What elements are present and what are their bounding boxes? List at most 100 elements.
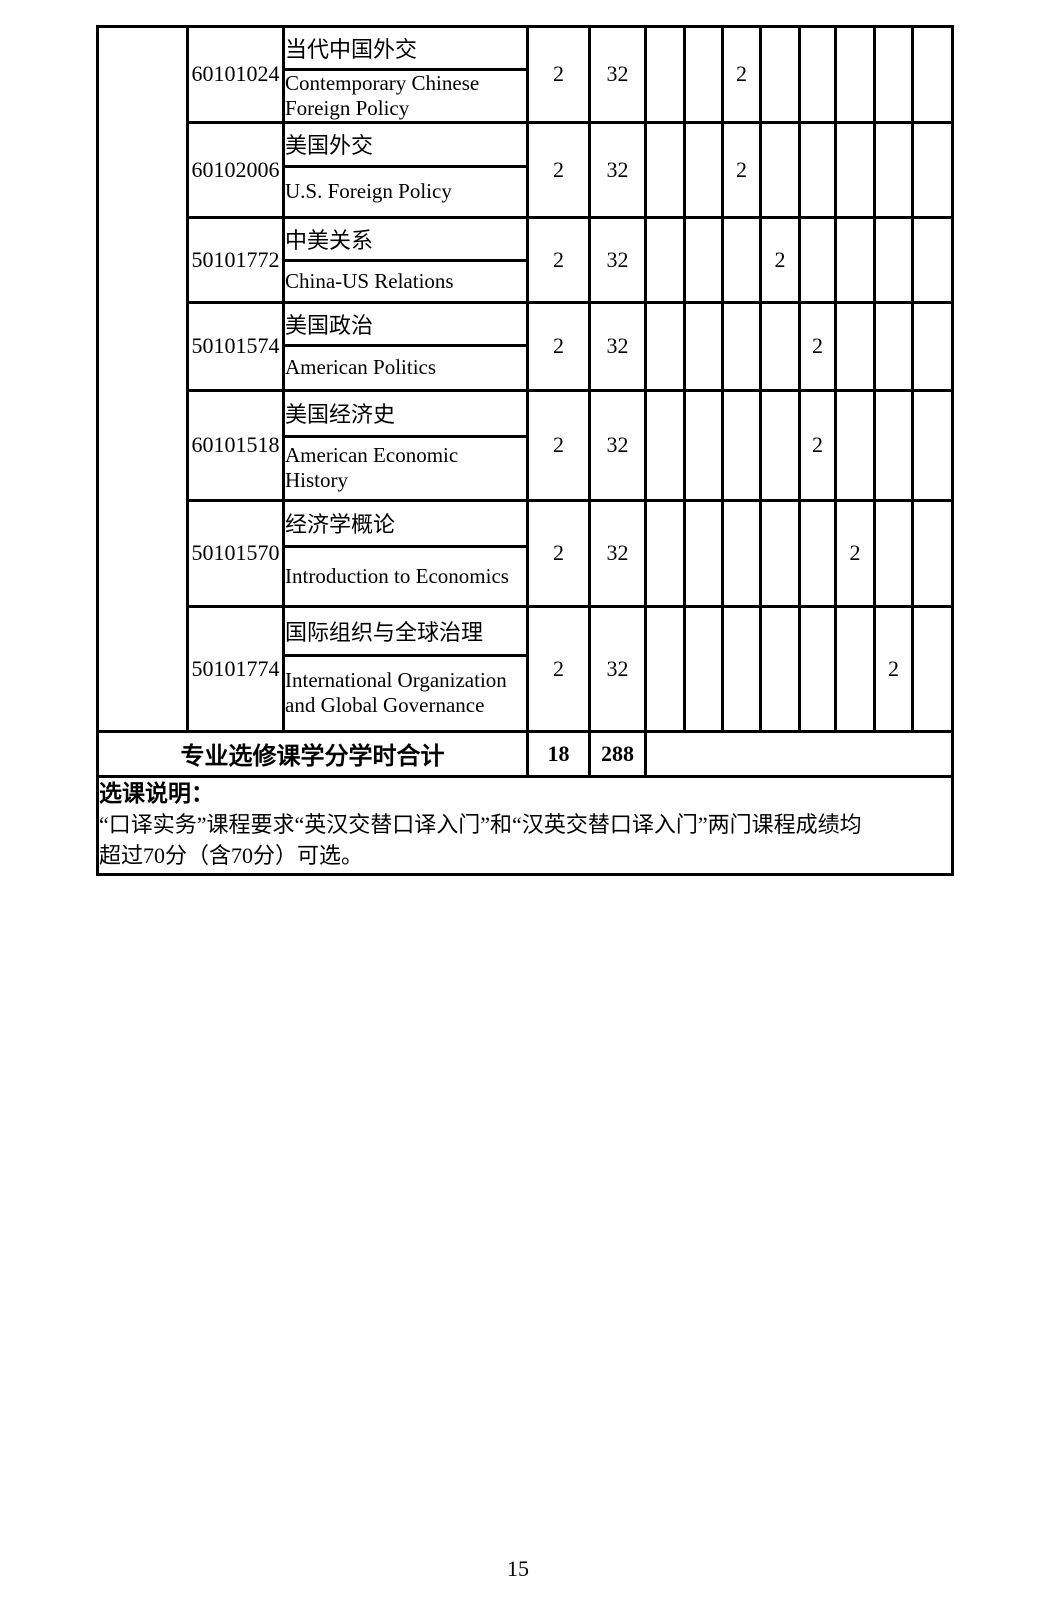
course-row: 60101024 当代中国外交 2 32 2 (96, 25, 954, 733)
semester-cell-7 (873, 25, 914, 124)
semester-cell-2 (683, 300, 724, 392)
course-code-cell: 50101570 (186, 498, 285, 608)
course-row: 50101570 经济学概论 2 32 2 (98, 498, 954, 608)
semester-cell-2 (683, 498, 724, 608)
course-credits: 2 (526, 25, 591, 124)
page-number: 15 (507, 1556, 529, 1581)
summary-credits: 18 (526, 729, 591, 778)
semester-cell-2 (683, 604, 724, 733)
course-hours: 32 (588, 120, 647, 219)
semester-cell-8 (911, 498, 954, 608)
course-code-cell: 60101024 (186, 25, 285, 124)
course-row-en: American Politics (98, 343, 953, 392)
course-name-en: China-US Relations (282, 258, 529, 304)
course-name-zh: 美国经济史 (282, 388, 529, 438)
semester-cell-4: 2 (759, 215, 801, 304)
course-hours: 32 (588, 215, 647, 304)
semester-cell-4 (759, 498, 801, 608)
course-code-cell: 60102006 (186, 120, 285, 219)
semester-cell-5 (798, 215, 837, 304)
course-hours: 32 (588, 300, 647, 392)
course-credits: 2 (526, 215, 591, 304)
course-name-zh: 美国政治 (282, 300, 529, 347)
course-code-cell: 50101772 (186, 215, 285, 304)
notes-heading: 选课说明： (99, 781, 215, 807)
semester-cell-8 (911, 604, 954, 733)
semester-cell-4 (759, 120, 801, 219)
course-credits: 2 (526, 388, 591, 502)
semester-cell-7 (873, 300, 914, 392)
course-row: 50101574 美国政治 2 32 2 (98, 300, 954, 392)
course-credits: 2 (526, 300, 591, 392)
course-row: 60102006 美国外交 2 32 2 (98, 120, 954, 219)
summary-spacer-cell (644, 729, 954, 778)
semester-cell-6 (834, 604, 876, 733)
summary-hours: 288 (588, 729, 647, 778)
semester-cell-1 (644, 215, 686, 304)
course-code-cell: 50101774 (186, 604, 285, 733)
semester-cell-3 (721, 215, 762, 304)
course-hours: 32 (588, 25, 647, 124)
course-credits: 2 (526, 120, 591, 219)
course-name-zh: 经济学概论 (282, 498, 529, 548)
course-row: 60101518 美国经济史 2 32 2 (98, 388, 954, 502)
course-name-en: U.S. Foreign Policy (282, 164, 529, 219)
course-row-en: U.S. Foreign Policy (98, 164, 953, 219)
semester-cell-4 (759, 388, 801, 502)
semester-cell-6: 2 (834, 498, 876, 608)
course-row: 50101772 中美关系 2 32 2 (98, 215, 954, 304)
semester-cell-5 (798, 25, 837, 124)
course-name-en: Introduction to Economics (282, 544, 529, 608)
semester-cell-5 (798, 604, 837, 733)
course-schedule-table: 60101024 当代中国外交 2 32 2 Contemporary Chin… (96, 25, 954, 876)
semester-cell-2 (683, 120, 724, 219)
semester-cell-8 (911, 25, 954, 124)
semester-cell-6 (834, 120, 876, 219)
semester-cell-3: 2 (721, 120, 762, 219)
course-name-zh: 美国外交 (282, 120, 529, 168)
semester-cell-3 (721, 300, 762, 392)
course-hours: 32 (588, 388, 647, 502)
course-code-cell: 50101574 (186, 300, 285, 392)
course-name-en: International Organization and Global Go… (282, 653, 529, 733)
semester-cell-8 (911, 215, 954, 304)
semester-cell-4 (759, 604, 801, 733)
course-code-cell: 60101518 (186, 388, 285, 502)
category-column-cell (96, 25, 189, 733)
semester-cell-6 (834, 215, 876, 304)
course-hours: 32 (588, 498, 647, 608)
semester-cell-7: 2 (873, 604, 914, 733)
notes-line-2: 超过70分（含70分）可选。 (99, 843, 364, 869)
summary-row: 专业选修课学分学时合计 18 288 (96, 729, 954, 778)
semester-cell-3 (721, 604, 762, 733)
semester-cell-4 (759, 300, 801, 392)
course-row-en: American Economic History (98, 434, 953, 502)
semester-cell-7 (873, 498, 914, 608)
semester-cell-5 (798, 120, 837, 219)
semester-cell-7 (873, 388, 914, 502)
semester-cell-6 (834, 25, 876, 124)
semester-cell-3 (721, 388, 762, 502)
semester-cell-1 (644, 604, 686, 733)
semester-cell-1 (644, 120, 686, 219)
semester-cell-1 (644, 25, 686, 124)
course-row-en: Contemporary Chinese Foreign Policy (98, 68, 953, 124)
semester-cell-7 (873, 120, 914, 219)
semester-cell-3: 2 (721, 25, 762, 124)
course-hours: 32 (588, 604, 647, 733)
course-credits: 2 (526, 604, 591, 733)
course-name-en: American Politics (282, 343, 529, 392)
semester-cell-8 (911, 300, 954, 392)
summary-label: 专业选修课学分学时合计 (96, 729, 529, 778)
course-credits: 2 (526, 498, 591, 608)
semester-cell-1 (644, 498, 686, 608)
course-name-zh: 国际组织与全球治理 (282, 604, 529, 657)
notes-line-1: “口译实务”课程要求“英汉交替口译入门”和“汉英交替口译入门”两门课程成绩均 (99, 812, 862, 838)
semester-cell-5: 2 (798, 300, 837, 392)
course-row-en: Introduction to Economics (98, 544, 953, 608)
semester-cell-6 (834, 388, 876, 502)
semester-cell-6 (834, 300, 876, 392)
course-name-en: American Economic History (282, 434, 529, 502)
semester-cell-4 (759, 25, 801, 124)
